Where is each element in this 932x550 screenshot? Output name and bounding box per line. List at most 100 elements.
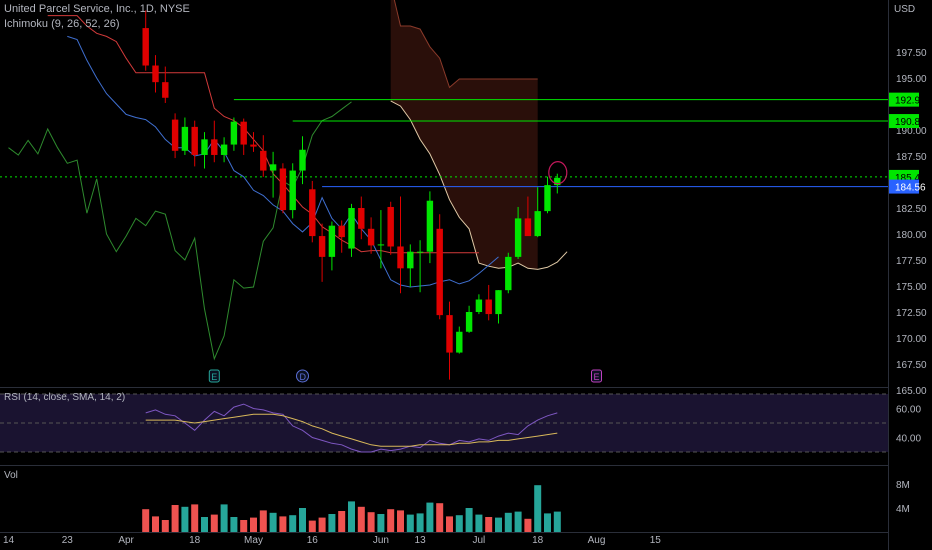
rsi-line (145, 403, 558, 453)
kumo-cloud (390, 0, 538, 270)
volume-bar (475, 514, 483, 532)
candle-body (377, 244, 385, 246)
volume-bar (220, 504, 228, 532)
volume-bar (455, 515, 463, 532)
price-badge-label: 185.49 (895, 173, 926, 184)
volume-bar (544, 513, 551, 532)
price-tick-label: 187.50 (896, 152, 927, 163)
candle-body (358, 208, 365, 229)
volume-bar (553, 511, 561, 532)
price-badge-label: 190.86 (895, 117, 926, 128)
volume-bar (250, 517, 257, 532)
volume-bar (230, 517, 238, 532)
price-tick-label: 180.00 (896, 230, 927, 241)
candle-body (338, 225, 345, 238)
price-badge (889, 114, 919, 129)
volume-bar (161, 520, 169, 532)
candle-body (387, 206, 394, 247)
candle-body (230, 121, 238, 145)
candle-body (201, 139, 208, 155)
rsi-tick-label: 40.00 (896, 434, 921, 445)
candle-body (524, 218, 532, 237)
earnings-marker (591, 369, 602, 383)
price-badge-label: 192.92 (895, 96, 926, 107)
price-tick-label: 182.50 (896, 204, 927, 215)
volume-bar (367, 512, 375, 532)
candle-body (475, 299, 483, 312)
price-badge (889, 92, 919, 107)
volume-bar (357, 506, 365, 532)
candle-body (426, 200, 434, 252)
volume-bar (397, 510, 404, 532)
candle-body (240, 121, 247, 145)
time-tick-label: 18 (189, 535, 201, 546)
volume-bar (416, 513, 424, 532)
volume-bar (524, 518, 532, 532)
volume-bar (406, 514, 414, 532)
candle-body (367, 228, 375, 246)
time-tick-label: Aug (588, 535, 606, 546)
volume-bar (191, 504, 199, 532)
volume-bar (181, 506, 189, 532)
volume-indicator-label[interactable]: Vol (4, 470, 18, 481)
price-tick-label: 195.00 (896, 74, 927, 85)
candle-body (289, 170, 296, 211)
volume-tick-label: 8M (896, 480, 910, 491)
currency-label: USD (894, 4, 916, 15)
candle-body (220, 144, 228, 155)
rsi-tick-label: 60.00 (896, 405, 921, 416)
price-tick-label: 177.50 (896, 256, 927, 267)
price-tick-label: 165.00 (896, 386, 927, 397)
candle-body (505, 256, 512, 291)
candle-body (465, 312, 473, 332)
volume-bar (338, 511, 346, 532)
volume-bar (485, 517, 493, 532)
ichimoku-indicator-label[interactable]: Ichimoku (9, 26, 52, 26) (4, 18, 120, 30)
highlight-circle (548, 161, 568, 185)
candle-body (171, 119, 179, 151)
candle-body (269, 164, 277, 171)
time-tick-label: 15 (650, 535, 662, 546)
volume-tick-label: 4M (896, 504, 910, 515)
time-tick-label: Jun (373, 535, 389, 546)
time-tick-label: Apr (118, 535, 134, 546)
event-marker-label: D (300, 372, 307, 382)
price-badge (889, 179, 919, 194)
volume-bar (328, 514, 336, 532)
candle-body (544, 185, 551, 212)
time-tick-label: 13 (415, 535, 427, 546)
volume-bar (348, 501, 355, 532)
candle-body (456, 331, 463, 353)
price-tick-label: 172.50 (896, 308, 927, 319)
rsi-indicator-label[interactable]: RSI (14, close, SMA, 14, 2) (4, 392, 126, 403)
price-tick-label: 190.00 (896, 126, 927, 137)
candle-body (534, 211, 541, 237)
volume-bar (318, 517, 326, 532)
time-tick-label: 16 (307, 535, 319, 546)
volume-bar (495, 517, 502, 532)
volume-bar (269, 512, 277, 532)
event-marker-label: E (211, 372, 217, 382)
candle-body (407, 251, 414, 269)
candle-body (554, 177, 561, 186)
candle-body (397, 246, 404, 269)
candle-body (211, 139, 218, 155)
volume-bar (308, 520, 316, 532)
candle-body (142, 28, 149, 66)
volume-bar (514, 511, 522, 532)
candle-body (279, 168, 287, 211)
volume-bar (387, 509, 395, 532)
candle-body (260, 150, 267, 171)
candle-body (328, 225, 336, 257)
candle-body (514, 218, 522, 257)
candle-body (436, 228, 443, 316)
volume-bar (436, 503, 444, 532)
price-tick-label: 167.50 (896, 360, 927, 371)
volume-bar (259, 510, 267, 532)
time-tick-label: Jul (473, 535, 486, 546)
symbol-title: United Parcel Service, Inc., 1D, NYSE (4, 3, 190, 15)
volume-bar (534, 485, 542, 532)
volume-bar (240, 520, 248, 532)
volume-bar (299, 508, 306, 532)
